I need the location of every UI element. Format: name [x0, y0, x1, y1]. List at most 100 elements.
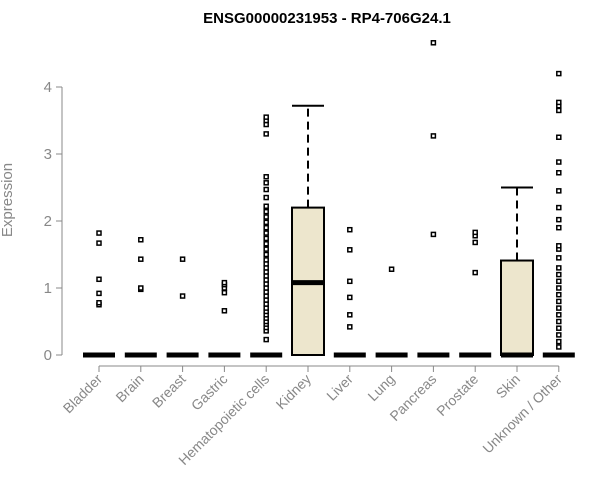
y-tick-label: 4: [44, 79, 52, 96]
outlier-point: [263, 230, 269, 236]
outlier-point: [138, 256, 144, 262]
outlier-point: [556, 332, 562, 338]
outlier-point: [96, 299, 102, 306]
outlier-point: [221, 308, 228, 314]
outlier-point: [179, 256, 186, 262]
x-tick-label: Prostate: [433, 371, 481, 419]
outlier-point: [263, 214, 269, 220]
outlier-point: [263, 180, 269, 186]
y-axis-label: Expression: [0, 163, 16, 237]
outlier-point: [472, 239, 478, 246]
x-tick-label: Unknown / Other: [479, 371, 565, 457]
x-tick-label: Lung: [364, 371, 397, 404]
outlier-point: [263, 251, 269, 258]
outlier-point: [138, 237, 144, 243]
outlier-point: [347, 226, 353, 233]
outlier-point: [263, 186, 269, 193]
outlier-point: [556, 298, 562, 305]
outlier-point: [556, 204, 562, 211]
y-tick-label: 3: [44, 146, 52, 163]
outlier-point: [96, 290, 102, 297]
outlier-point: [347, 247, 353, 253]
y-tick-label: 1: [44, 280, 52, 297]
outlier-point: [221, 289, 228, 296]
outlier-point: [263, 131, 269, 137]
box-group: [208, 279, 241, 358]
x-tick-label: Bladder: [60, 371, 106, 417]
outlier-point: [347, 324, 353, 330]
outlier-point: [263, 241, 269, 247]
box-group: [250, 114, 283, 358]
box-group: [375, 266, 408, 358]
box-group: [291, 104, 325, 356]
box-group: [83, 230, 115, 358]
outlier-point: [263, 174, 269, 180]
outlier-point: [556, 271, 562, 278]
outlier-point: [556, 243, 562, 249]
outlier-point: [472, 229, 478, 236]
outlier-point: [96, 230, 102, 236]
box-group: [542, 70, 575, 358]
box-group: [333, 226, 366, 358]
x-tick-label: Breast: [149, 371, 189, 411]
outlier-point: [556, 188, 562, 194]
outlier-point: [388, 266, 395, 272]
outlier-point: [263, 336, 269, 343]
outlier-point: [556, 285, 562, 291]
outlier-point: [263, 257, 269, 263]
outlier-point: [263, 114, 269, 120]
outlier-point: [347, 294, 353, 301]
chart-title: ENSG00000231953 - RP4-706G24.1: [203, 10, 451, 27]
outlier-point: [263, 194, 269, 201]
outlier-point: [556, 265, 562, 271]
outlier-point: [556, 99, 562, 106]
x-tick-label: Kidney: [273, 371, 315, 413]
box-group: [124, 237, 157, 358]
outlier-point: [556, 325, 562, 331]
outlier-point: [556, 312, 562, 318]
outlier-point: [221, 279, 228, 286]
outlier-point: [556, 344, 562, 350]
outlier-point: [430, 133, 437, 139]
outlier-point: [430, 231, 437, 238]
outlier-point: [179, 293, 186, 299]
outlier-point: [556, 216, 562, 223]
outlier-point: [556, 278, 562, 285]
outlier-point: [96, 240, 102, 246]
outlier-point: [556, 159, 562, 165]
x-tick-label: Skin: [493, 371, 524, 402]
box-body: [500, 259, 534, 356]
box-group: [166, 256, 199, 358]
outlier-point: [472, 269, 478, 276]
outlier-point: [263, 246, 269, 252]
outlier-point: [263, 208, 269, 215]
outlier-point: [556, 134, 562, 140]
outlier-point: [263, 203, 269, 210]
outlier-point: [556, 305, 562, 311]
outlier-point: [138, 285, 144, 291]
boxes-group: [83, 40, 575, 358]
outlier-point: [347, 278, 353, 285]
outlier-point: [556, 255, 562, 261]
outlier-point: [556, 224, 562, 231]
outlier-point: [556, 70, 562, 77]
outlier-point: [556, 291, 562, 298]
outlier-point: [430, 40, 437, 46]
x-tick-label: Brain: [112, 371, 146, 405]
outlier-point: [556, 107, 562, 114]
x-tick-label: Liver: [323, 371, 356, 404]
box-group: [417, 40, 450, 358]
outlier-point: [96, 276, 102, 283]
box-group: [500, 186, 534, 358]
outlier-point: [556, 338, 562, 345]
box-group: [459, 229, 492, 358]
y-tick-label: 0: [44, 347, 52, 364]
outlier-point: [556, 318, 562, 325]
outlier-point: [263, 219, 269, 226]
y-axis: 0 1 2 3 4: [44, 79, 63, 364]
outlier-point: [263, 224, 269, 231]
y-tick-label: 2: [44, 213, 52, 230]
outlier-point: [347, 312, 353, 318]
outlier-point: [556, 170, 562, 176]
